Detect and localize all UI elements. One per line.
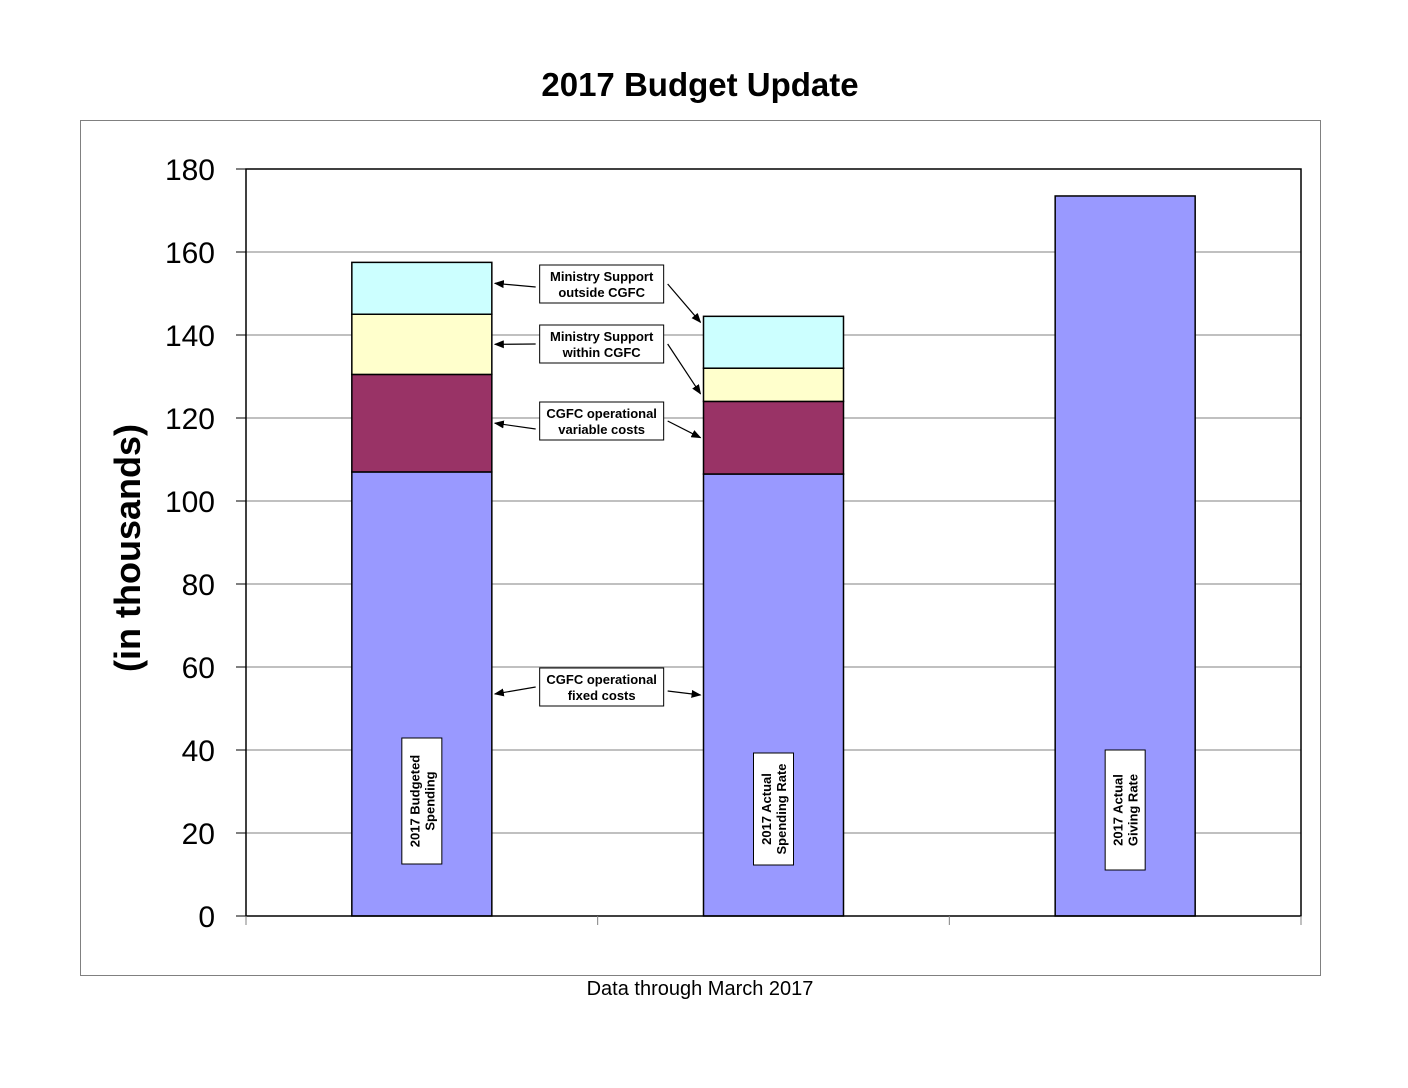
y-axis-title: (in thousands) [107, 424, 148, 672]
bar-segment [351, 313, 493, 376]
annotation-line: Ministry Support [550, 269, 654, 284]
plot-area-border [245, 168, 1302, 917]
bar-label: 2017 ActualSpending Rate [759, 763, 789, 854]
y-tick-label: 100 [165, 486, 215, 519]
annotation-line: fixed costs [568, 688, 636, 703]
annotation-box [539, 401, 665, 441]
annotation-line: CGFC operational [546, 672, 657, 687]
annotation-box [539, 667, 665, 707]
bar-label-line: 2017 Actual [1111, 774, 1126, 846]
annotation-line: outside CGFC [558, 285, 645, 300]
y-tick-label: 60 [182, 652, 215, 685]
annotation-arrow [667, 283, 702, 324]
annotation-arrow [493, 420, 536, 430]
y-tick-label: 0 [198, 901, 215, 934]
bar-label-line: Spending [422, 771, 437, 830]
y-tick-label: 180 [165, 154, 215, 187]
annotation-text: CGFC operational variable costs [546, 406, 657, 437]
y-tick-label: 140 [165, 320, 215, 353]
bar-segment [702, 315, 845, 369]
annotation-box [539, 264, 665, 304]
bar-label-line: 2017 Actual [759, 773, 774, 845]
y-tick-label: 20 [182, 818, 215, 851]
bar-segment [702, 367, 845, 403]
y-tick-label: 80 [182, 569, 215, 602]
bar-segment [351, 261, 493, 315]
chart-title: 2017 Budget Update [541, 66, 858, 103]
bar-label-line: Spending Rate [774, 763, 789, 854]
bar-label-line: 2017 Budgeted [407, 755, 422, 848]
y-tick-label: 40 [182, 735, 215, 768]
annotation-arrow [493, 686, 536, 697]
y-tick-label: 160 [165, 237, 215, 270]
annotation-arrow [493, 280, 536, 289]
bar-label-box [401, 737, 443, 865]
annotation-line: within CGFC [562, 345, 642, 360]
annotation-arrow [667, 343, 702, 395]
annotation-text: CGFC operational fixed costs [546, 672, 657, 703]
bar-label: 2017 ActualGiving Rate [1111, 774, 1141, 846]
footnote: Data through March 2017 [587, 978, 814, 1000]
annotation-line: variable costs [558, 422, 645, 437]
y-tick-label: 120 [165, 403, 215, 436]
bar-label-line: Giving Rate [1126, 774, 1141, 846]
annotation-arrow [667, 689, 702, 698]
bar-label-box [1104, 749, 1146, 871]
bar-label: 2017 BudgetedSpending [407, 755, 437, 848]
x-axis [245, 916, 1302, 925]
bar-labels: 2017 BudgetedSpending 2017 ActualSpending… [401, 737, 1146, 871]
bar-label-box [753, 752, 794, 866]
bars [351, 195, 1196, 917]
annotation-text: Ministry Support outside CGFC [550, 269, 654, 300]
bar-segment [702, 400, 845, 475]
annotation-line: CGFC operational [546, 406, 657, 421]
annotation-arrow [667, 420, 702, 439]
annotation-box [539, 324, 665, 364]
bar-segment [351, 373, 493, 473]
annotation-text: Ministry Support within CGFC [550, 329, 654, 360]
y-axis: 0 20 40 60 80 100 120 140 160 180 [165, 154, 246, 934]
annotation-line: Ministry Support [550, 329, 654, 344]
